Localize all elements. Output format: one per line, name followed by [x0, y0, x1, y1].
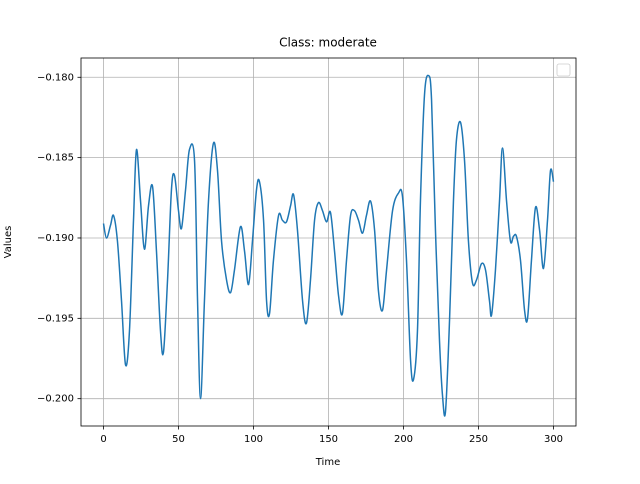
plot-frame	[80, 57, 577, 427]
y-axis-label: Values	[3, 226, 14, 259]
y-tick-label: −0.200	[37, 394, 74, 405]
x-axis-label: Time	[315, 457, 340, 468]
y-tick-label: −0.190	[37, 233, 74, 244]
data-line	[102, 74, 555, 417]
x-tick-label: 100	[244, 434, 263, 445]
x-tick-label: 250	[469, 434, 488, 445]
legend-box	[556, 63, 571, 77]
x-tick-label: 300	[544, 434, 563, 445]
y-tick-label: −0.195	[37, 313, 74, 324]
chart-title: Class: moderate	[279, 36, 377, 50]
x-tick-label: 150	[319, 434, 338, 445]
x-tick-label: 200	[394, 434, 413, 445]
y-tick-label: −0.180	[37, 72, 74, 83]
x-tick-label: 0	[100, 434, 106, 445]
y-tick-label: −0.185	[37, 153, 74, 164]
x-tick-label: 50	[172, 434, 185, 445]
